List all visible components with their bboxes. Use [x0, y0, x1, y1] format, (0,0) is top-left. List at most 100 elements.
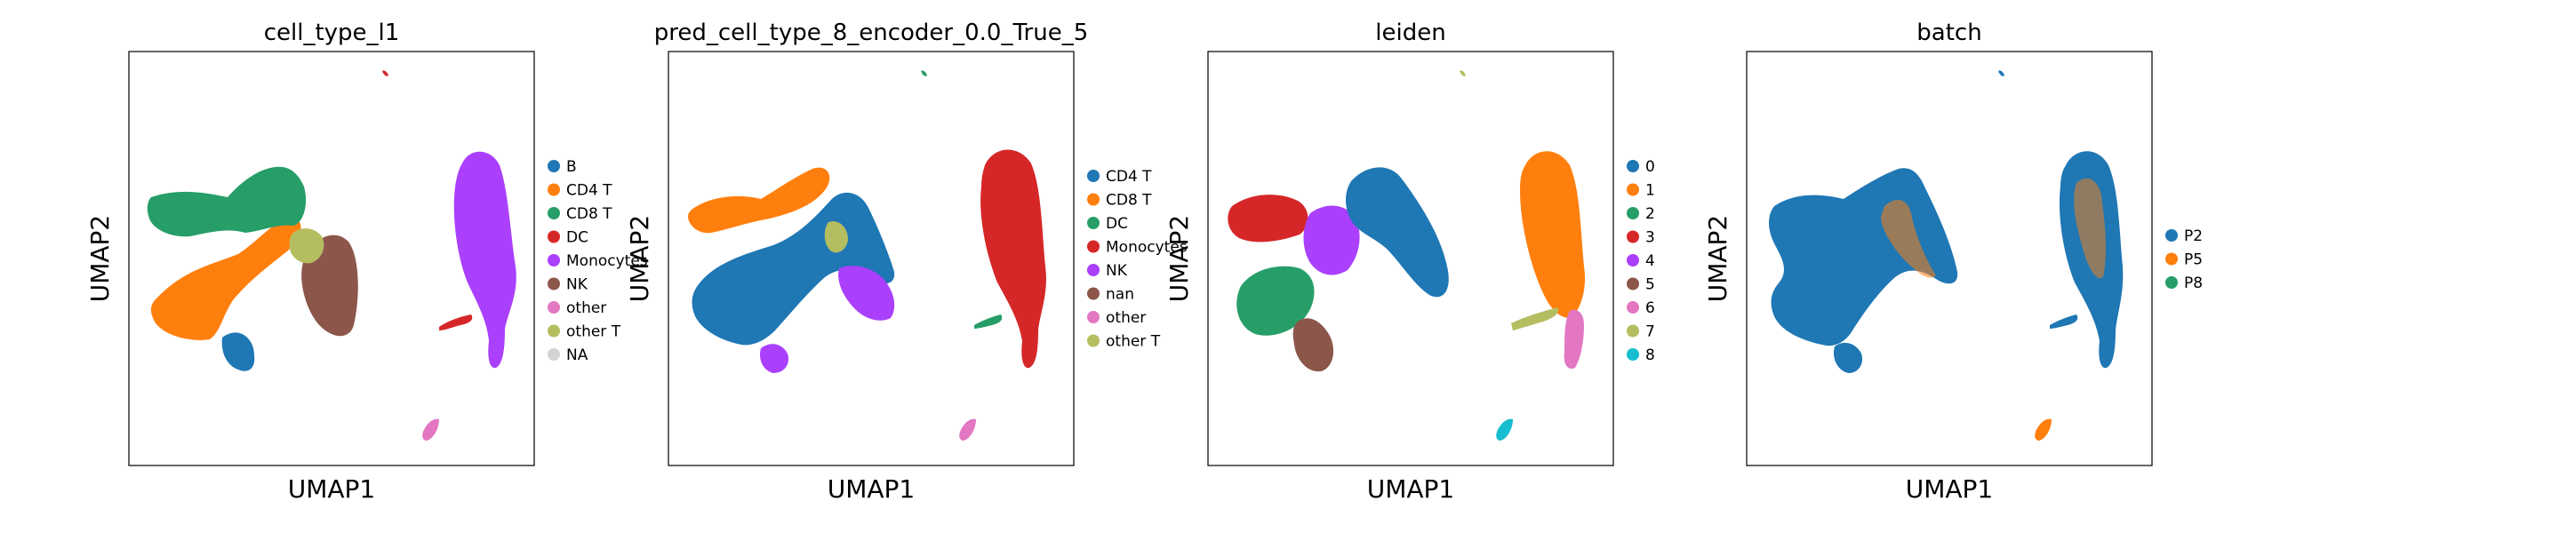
legend-marker — [1087, 287, 1100, 300]
y-axis-label: UMAP2 — [1703, 215, 1732, 303]
legend-marker — [548, 230, 560, 243]
legend-item: 4 — [1627, 252, 1655, 270]
cluster-4 — [1303, 205, 1360, 275]
legend: 0 1 2 3 4 5 6 7 8 — [1627, 158, 1655, 364]
panel-title: batch — [1916, 20, 1981, 46]
legend-item: 3 — [1627, 229, 1655, 247]
legend-label: 2 — [1645, 205, 1655, 223]
legend-item: 7 — [1627, 323, 1655, 341]
legend-label: DC — [566, 229, 588, 247]
legend: CD4 T CD8 T DC Monocytes NK nan other other T — [1087, 168, 1188, 351]
cluster-0 — [1346, 167, 1449, 298]
legend-item: other T — [1087, 333, 1161, 351]
panel-title: leiden — [1375, 20, 1445, 46]
y-axis-label: UMAP2 — [85, 215, 115, 303]
legend-label: CD4 T — [566, 182, 612, 200]
axes-frame — [668, 51, 1075, 466]
legend-marker — [1627, 324, 1639, 338]
legend-marker — [1627, 348, 1639, 361]
cluster-monocytes — [980, 149, 1046, 369]
cluster-monocytes — [453, 151, 516, 369]
legend-item: B — [548, 158, 577, 176]
legend-label: 8 — [1645, 346, 1655, 364]
cluster-dc — [974, 314, 1003, 329]
legend-label: 7 — [1645, 323, 1655, 341]
legend-marker — [1627, 230, 1639, 243]
legend-item: other — [548, 299, 606, 317]
cluster-p2-small — [1833, 342, 1863, 373]
legend-marker — [1087, 240, 1100, 253]
legend-marker — [1627, 277, 1639, 290]
legend-label: 1 — [1645, 182, 1655, 200]
legend: B CD4 T CD8 T DC Monocytes NK other other T NA — [548, 158, 648, 364]
legend-marker — [1627, 183, 1639, 196]
legend-item: other — [1087, 309, 1146, 327]
axes-frame — [1207, 51, 1614, 466]
cluster-p2-dc — [2050, 314, 2078, 329]
legend-label: P8 — [2184, 274, 2203, 292]
legend-label: Monocytes — [1106, 239, 1188, 257]
panel-cell-type-l1: cell_type_l1 UMAP1 UMAP2 B CD4 T CD8 T DC Mo… — [85, 20, 648, 504]
cluster-8 — [1496, 418, 1513, 441]
cluster-cd8-t — [688, 167, 830, 234]
legend-marker — [2165, 276, 2178, 289]
umap-point-clusters — [1769, 70, 2124, 441]
legend-label: P5 — [2184, 251, 2203, 269]
panel-title: pred_cell_type_8_encoder_0.0_True_5 — [654, 20, 1088, 46]
axes-frame — [128, 51, 535, 466]
cluster-dc-small — [382, 70, 388, 76]
legend-item: Monocytes — [548, 252, 648, 270]
legend-label: other T — [1106, 333, 1161, 351]
cluster-other-t — [824, 221, 848, 253]
cluster-p5-overlay — [1881, 200, 1936, 278]
cluster-b — [221, 332, 255, 371]
legend-marker — [548, 277, 560, 290]
cluster-cd4-t — [150, 218, 301, 340]
legend-label: P2 — [2184, 227, 2203, 245]
legend-item: 6 — [1627, 299, 1655, 317]
legend-marker — [1087, 334, 1100, 347]
legend-label: NK — [566, 276, 588, 294]
legend-item: nan — [1087, 286, 1134, 304]
legend-label: NA — [566, 346, 588, 364]
cluster-other-t — [289, 228, 324, 264]
legend-marker — [548, 160, 560, 172]
x-axis-label: UMAP1 — [828, 474, 916, 504]
legend-item: NK — [1087, 262, 1128, 280]
legend-label: nan — [1106, 286, 1134, 304]
x-axis-label: UMAP1 — [1367, 474, 1455, 504]
cluster-dc — [439, 314, 473, 330]
panel-batch: batch UMAP1 UMAP2 P2 P5 P8 — [1703, 20, 2203, 504]
cluster-5 — [1292, 318, 1334, 372]
x-axis-label: UMAP1 — [1906, 474, 1994, 504]
cluster-2 — [1236, 266, 1315, 336]
legend-label: other — [1106, 309, 1146, 327]
legend-marker — [548, 207, 560, 219]
cluster-7 — [1511, 307, 1559, 330]
axes-frame — [1746, 51, 2153, 466]
legend-marker — [1087, 264, 1100, 276]
legend-item: 2 — [1627, 205, 1655, 223]
legend-label: CD8 T — [566, 205, 612, 223]
legend-item: Monocytes — [1087, 239, 1188, 257]
cluster-p5-mono — [2074, 178, 2107, 279]
umap-point-clusters — [1228, 70, 1586, 441]
legend-label: 0 — [1645, 158, 1655, 176]
legend-label: Monocytes — [566, 252, 648, 270]
cluster-cd8-t — [147, 166, 307, 237]
cluster-nk — [838, 266, 895, 321]
legend-item: CD8 T — [1087, 192, 1152, 210]
legend-item: 8 — [1627, 346, 1655, 364]
legend-item: P8 — [2165, 274, 2203, 292]
cluster-6 — [1564, 309, 1584, 370]
legend-label: 5 — [1645, 276, 1655, 294]
legend-item: NK — [548, 276, 588, 294]
legend-label: 6 — [1645, 299, 1655, 317]
cluster-1 — [1520, 151, 1586, 318]
legend-label: 3 — [1645, 229, 1655, 247]
legend-marker — [1087, 193, 1100, 206]
panel-pred-cell-type: pred_cell_type_8_encoder_0.0_True_5 UMAP… — [625, 20, 1188, 504]
umap-point-clusters — [147, 70, 516, 441]
legend-label: DC — [1106, 215, 1128, 233]
